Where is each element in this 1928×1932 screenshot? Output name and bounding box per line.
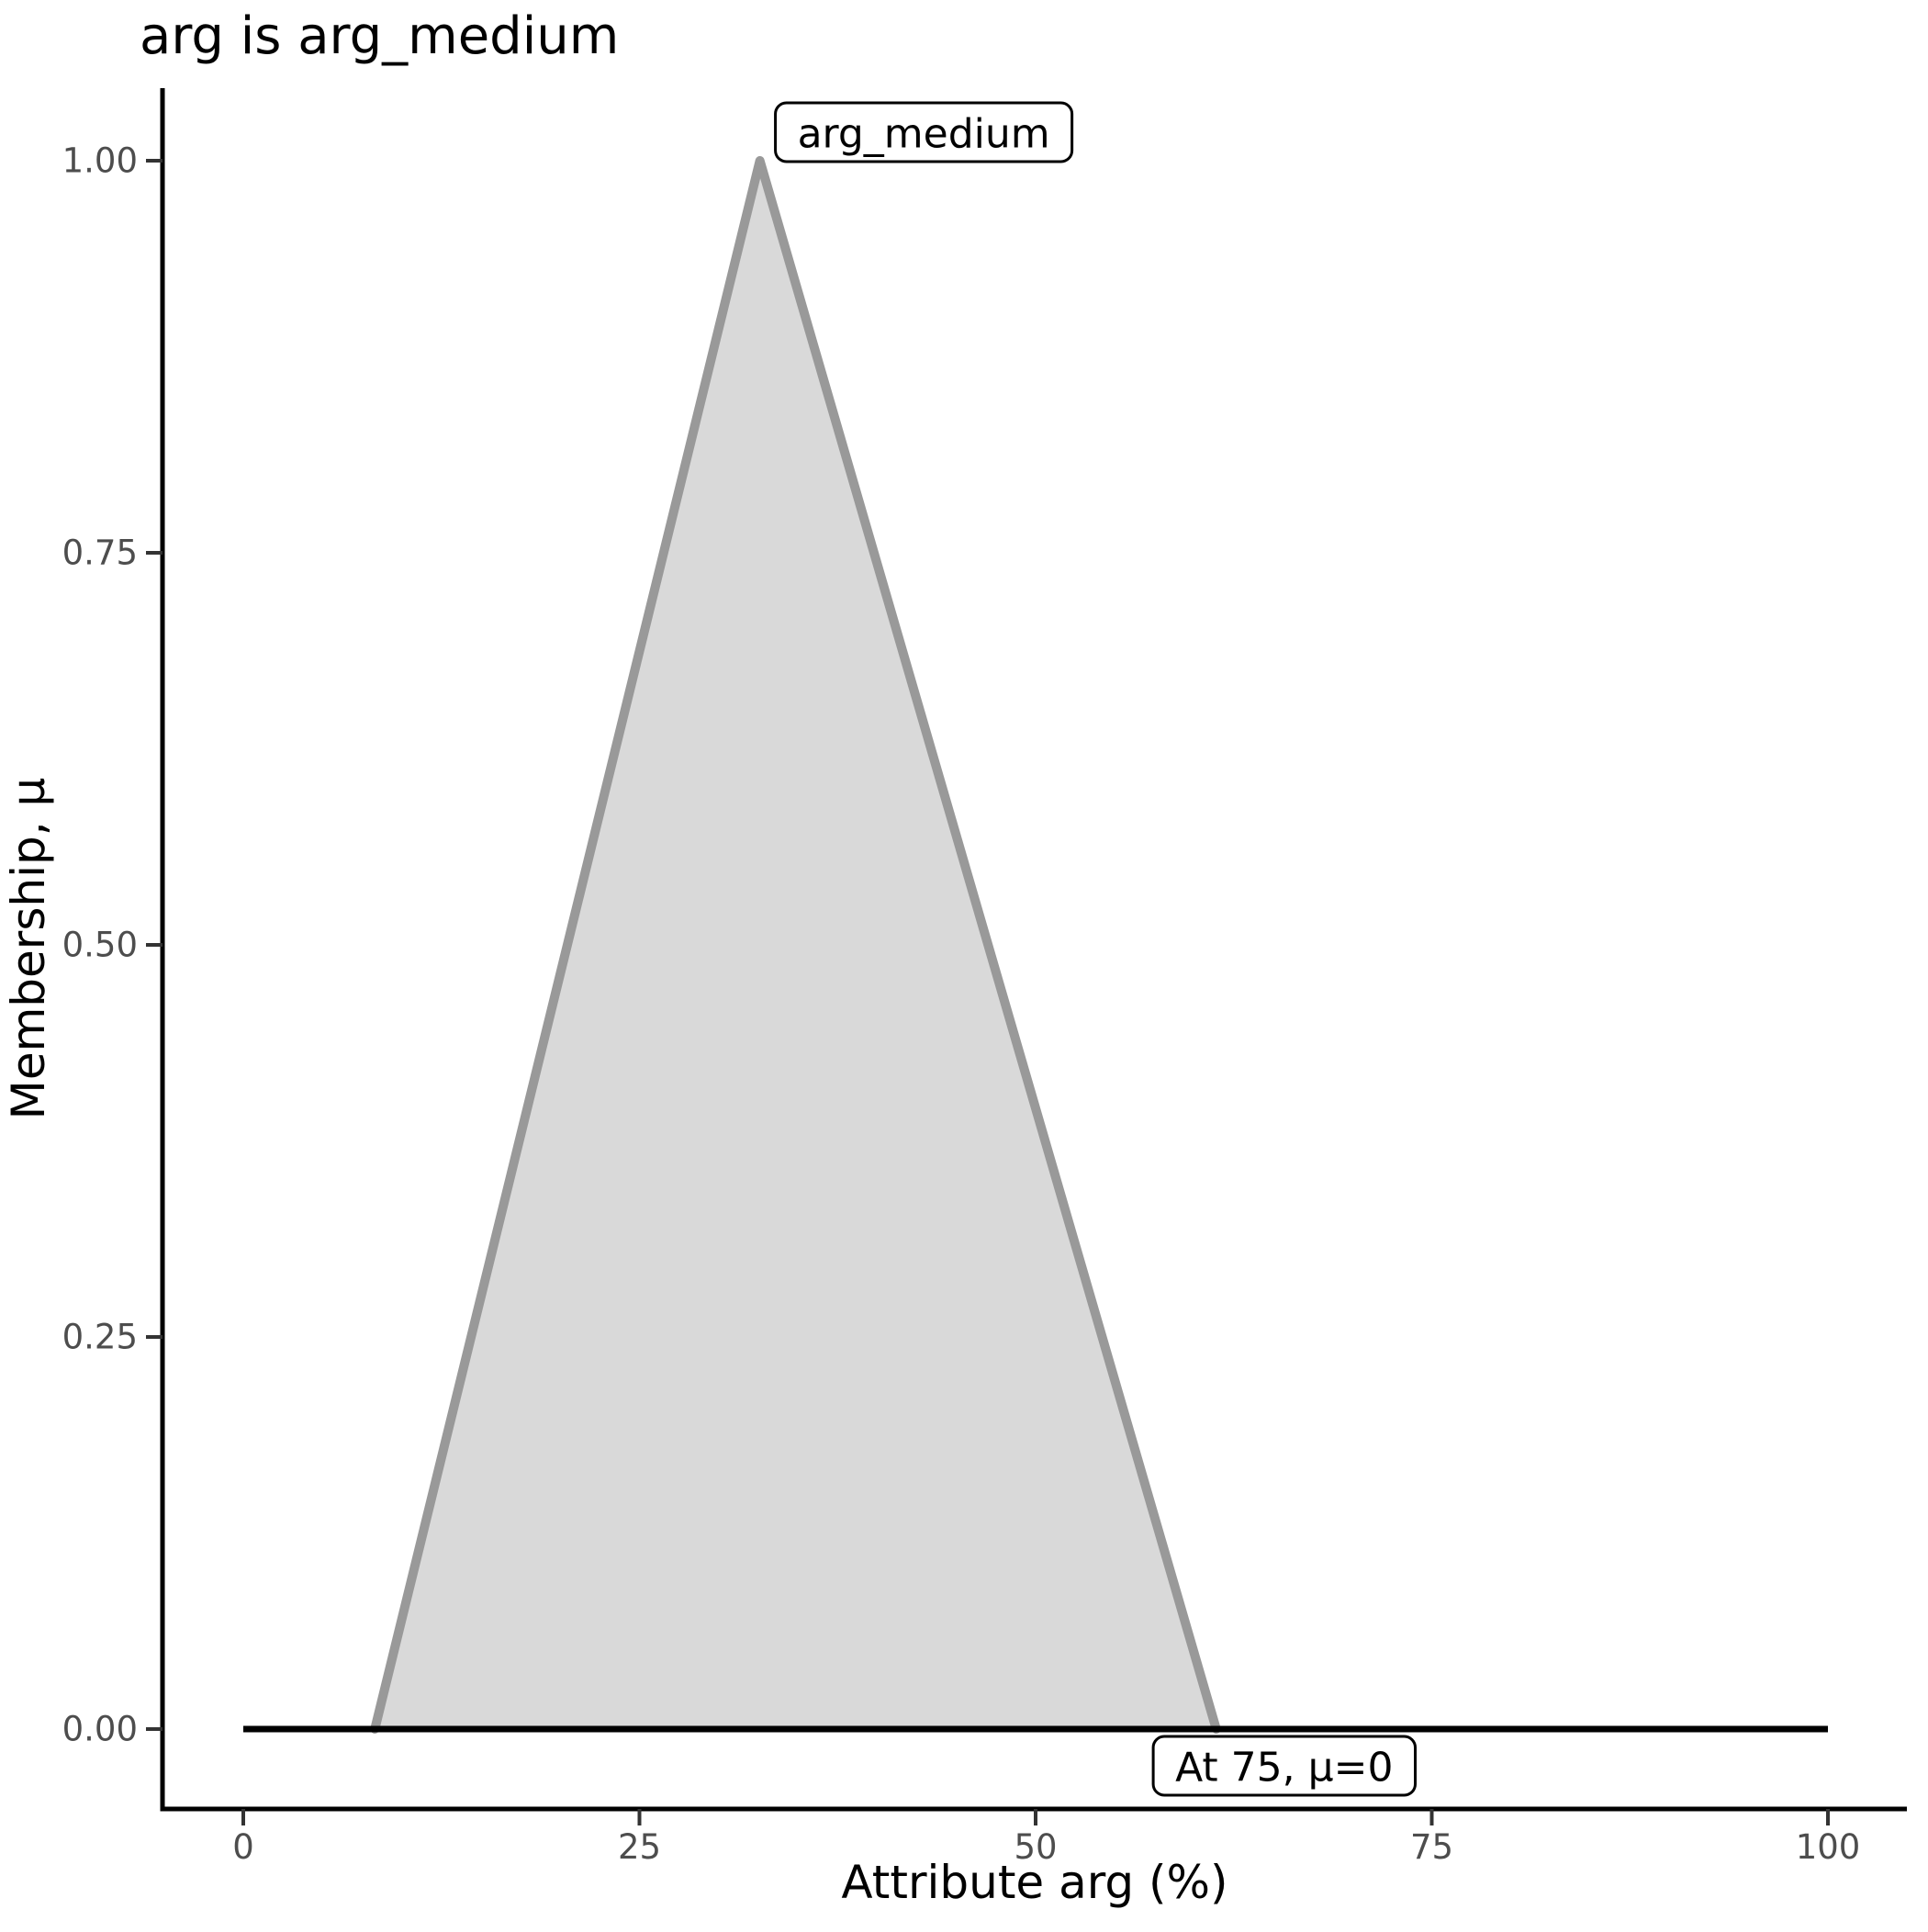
membership-triangle-outline [370,156,1221,1734]
annotation-at-75: At 75, μ=0 [1151,1735,1417,1797]
y-axis-title: Membership, μ [2,778,55,1120]
membership-triangle-fill [375,161,1216,1729]
y-tick-label: 1.00 [62,141,138,181]
y-tick-label: 0.75 [62,534,138,573]
y-tick-label: 0.25 [62,1318,138,1357]
x-axis-title: Attribute arg (%) [841,1856,1227,1909]
x-tick-label: 50 [1014,1827,1057,1867]
x-tick-label: 25 [618,1827,661,1867]
y-tick-label: 0.50 [62,926,138,965]
annotation-box [1151,1735,1417,1797]
annotation-box [774,101,1074,163]
x-tick-label: 0 [232,1827,254,1867]
plot-panel: 0.00 0.25 0.50 0.75 1.00 0 25 50 75 100 [62,88,1907,1867]
annotation-arg-medium: arg_medium [774,101,1074,163]
x-tick-label: 75 [1410,1827,1453,1867]
y-tick-label: 0.00 [62,1710,138,1749]
annotation-text: arg_medium [798,111,1050,158]
annotation-text: At 75, μ=0 [1175,1745,1393,1792]
chart-title: arg is arg_medium [140,6,619,66]
x-tick-label: 100 [1796,1827,1861,1867]
